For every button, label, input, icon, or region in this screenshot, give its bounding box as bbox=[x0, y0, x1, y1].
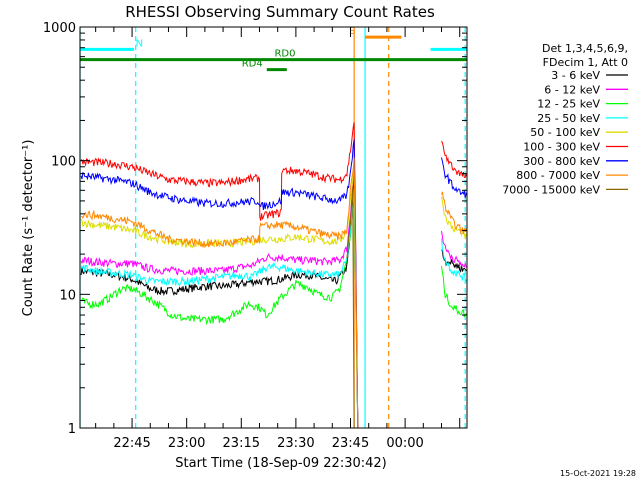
y-tick-label-3: 1000 bbox=[43, 21, 76, 36]
x-tick-label-2: 23:15 bbox=[223, 436, 260, 451]
legend-label-1: 6 - 12 keV bbox=[544, 83, 600, 96]
plot-inner bbox=[80, 27, 467, 428]
series-line-6 bbox=[80, 139, 359, 428]
x-tick-label-4: 23:45 bbox=[332, 436, 369, 451]
series-line-3 bbox=[80, 188, 359, 428]
series-line-post-gap-4 bbox=[441, 196, 467, 240]
series-line-post-gap-3 bbox=[441, 238, 467, 283]
series-line-7 bbox=[80, 157, 359, 428]
flag-label-2: RD0 bbox=[274, 49, 295, 60]
y-tick-label-2: 100 bbox=[51, 155, 76, 170]
series-line-post-gap-1 bbox=[441, 230, 467, 268]
y-tick-label-1: 10 bbox=[59, 288, 76, 303]
x-axis-label: Start Time (18-Sep-09 22:30:42) bbox=[175, 456, 386, 471]
plot-frame bbox=[79, 26, 468, 429]
series-line-0 bbox=[80, 178, 359, 428]
flag-label-1: S bbox=[349, 26, 355, 37]
flag-label-0: N bbox=[136, 38, 143, 49]
y-axis-label: Count Rate (s⁻¹ detector⁻¹) bbox=[21, 140, 36, 317]
series-line-8 bbox=[346, 187, 355, 428]
legend-label-7: 800 - 7000 keV bbox=[516, 169, 600, 182]
legend-label-0: 3 - 6 keV bbox=[551, 69, 600, 82]
series-line-post-gap-2 bbox=[441, 266, 467, 318]
series-line-2 bbox=[80, 199, 359, 428]
series-line-post-gap-5 bbox=[441, 140, 467, 179]
series-line-4 bbox=[80, 164, 359, 428]
chart-title: RHESSI Observing Summary Count Rates bbox=[125, 3, 435, 21]
legend-label-4: 50 - 100 keV bbox=[530, 126, 600, 139]
x-tick-label-1: 23:00 bbox=[168, 436, 205, 451]
x-tick-label-5: 00:00 bbox=[386, 436, 423, 451]
legend-label-8: 7000 - 15000 keV bbox=[502, 183, 600, 196]
series-line-post-gap-7 bbox=[441, 191, 467, 235]
series-line-5 bbox=[80, 122, 359, 428]
legend-label-2: 12 - 25 keV bbox=[537, 98, 600, 111]
legend-label-3: 25 - 50 keV bbox=[537, 112, 600, 125]
x-tick-label-3: 23:30 bbox=[277, 436, 314, 451]
legend-header-line-2: FDecim 1, Att 0 bbox=[543, 56, 628, 69]
footer-date: 15-Oct-2021 19:28 bbox=[560, 469, 636, 478]
axes-layer: 1 10 100 1000 22:45 23:00 23:15 23:30 23:45 00:00 bbox=[43, 21, 468, 451]
legend-label-5: 100 - 300 keV bbox=[523, 141, 600, 154]
series-line-1 bbox=[80, 167, 359, 428]
flag-label-3: RD4 bbox=[242, 59, 263, 70]
series-line-post-gap-6 bbox=[441, 157, 467, 199]
y-tick-label-0: 1 bbox=[68, 422, 76, 437]
legend-label-6: 300 - 800 keV bbox=[523, 155, 600, 168]
legend-header-line-1: Det 1,3,4,5,6,9, bbox=[542, 42, 628, 55]
x-tick-label-0: 22:45 bbox=[113, 436, 150, 451]
data-layer: N S RD0 RD4 bbox=[80, 26, 467, 428]
